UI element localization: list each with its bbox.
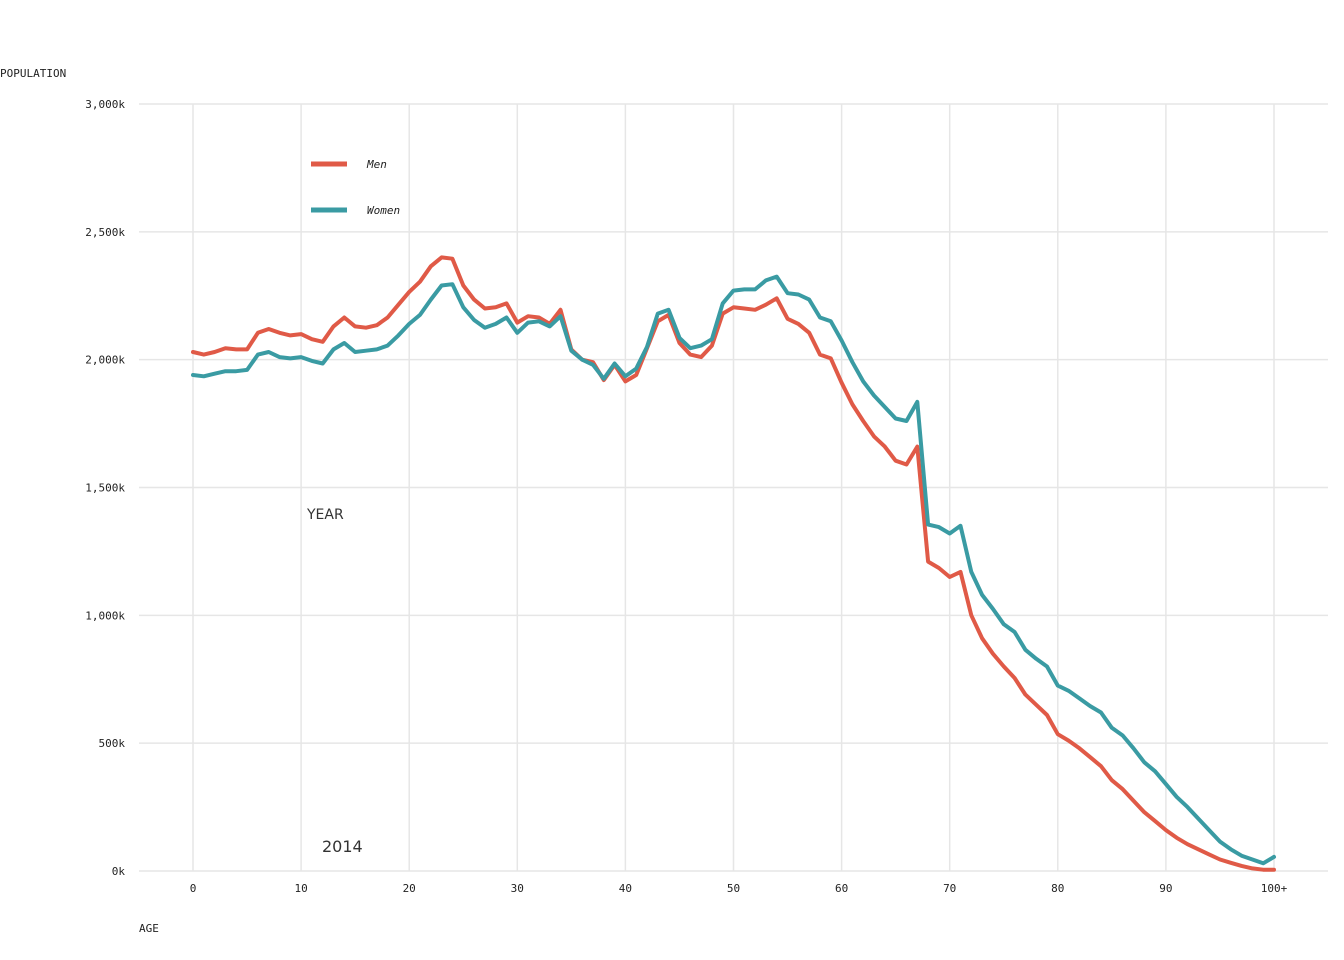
x-tick-label: 10	[294, 882, 307, 895]
x-tick-label: 70	[943, 882, 956, 895]
year-label: YEAR	[306, 507, 344, 523]
legend: Men Women	[311, 158, 400, 217]
y-tick-label: 2,500k	[85, 226, 125, 239]
series-line-men	[191, 255, 1276, 872]
x-tick-label: 40	[619, 882, 632, 895]
legend-label-men: Men	[366, 158, 387, 171]
y-tick-label: 1,500k	[85, 482, 125, 495]
x-tick-label: 30	[511, 882, 524, 895]
x-tick-label: 90	[1159, 882, 1172, 895]
year-value: 2014	[322, 837, 363, 856]
x-axis-ticks: 0 10 20 30 40 50 60 70 80 90 100+	[190, 882, 1288, 895]
x-tick-label: 80	[1051, 882, 1064, 895]
y-tick-label: 1,000k	[85, 609, 125, 622]
series-line-women	[191, 274, 1276, 866]
x-tick-label: 60	[835, 882, 848, 895]
y-axis-ticks: 0k 500k 1,000k 1,500k 2,000k 2,500k 3,000k	[85, 98, 125, 878]
x-tick-label: 50	[727, 882, 740, 895]
x-tick-label: 0	[190, 882, 197, 895]
y-tick-label: 2,000k	[85, 354, 125, 367]
y-tick-label: 3,000k	[85, 98, 125, 111]
grid-lines	[139, 103, 1328, 872]
y-tick-label: 0k	[112, 865, 126, 878]
x-tick-label: 100+	[1261, 882, 1288, 895]
x-tick-label: 20	[403, 882, 416, 895]
y-tick-label: 500k	[99, 737, 126, 750]
legend-label-women: Women	[367, 204, 400, 217]
series-lines	[191, 255, 1276, 872]
x-axis-title: AGE	[139, 922, 159, 935]
y-axis-title: POPULATION	[0, 67, 66, 80]
